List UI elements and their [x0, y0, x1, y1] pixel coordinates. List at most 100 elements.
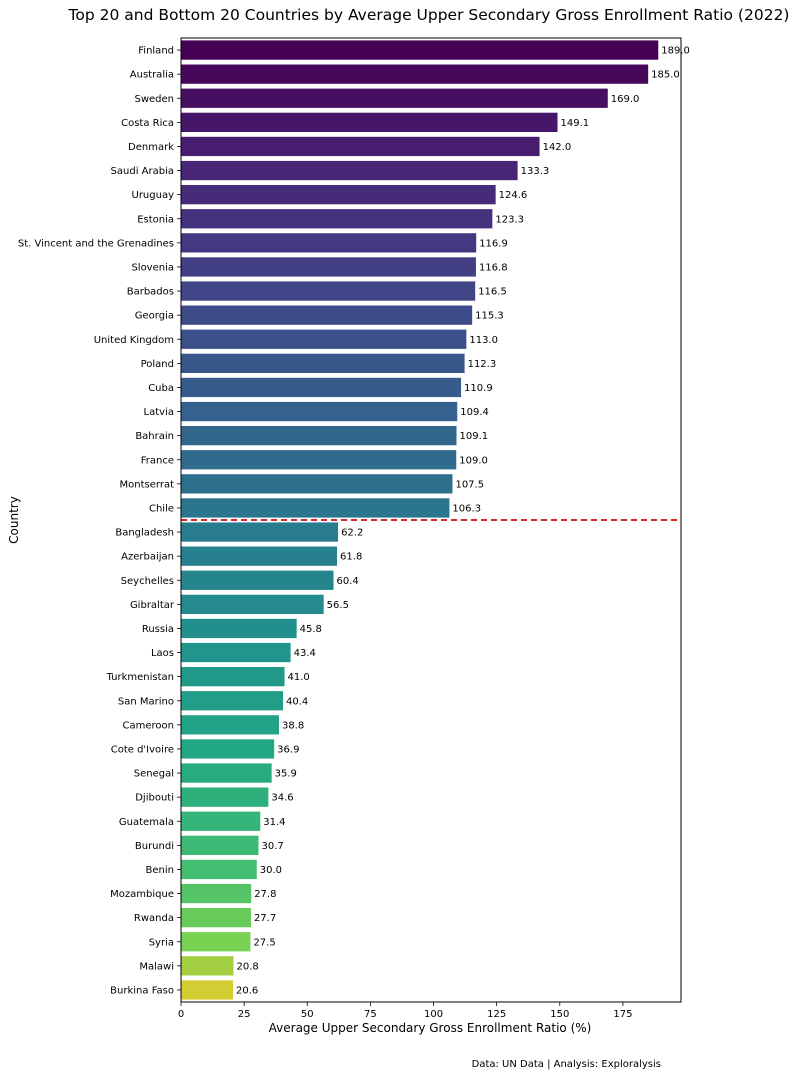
y-tick-label: Turkmenistan	[106, 672, 174, 683]
bar	[181, 305, 473, 325]
y-tick-label: Slovenia	[131, 262, 174, 273]
bar	[181, 594, 324, 614]
bar-value-label: 107.5	[455, 479, 484, 490]
y-tick-label: Russia	[142, 624, 174, 635]
x-tick-labels: 0 25 50 75 100 125 150 175	[178, 1002, 632, 1020]
bar	[181, 667, 285, 687]
bar-value-label: 123.3	[495, 214, 524, 225]
bars-layer	[181, 40, 659, 1000]
bar	[181, 932, 251, 952]
bar-value-label: 61.8	[340, 552, 362, 563]
source-annotation: Data: UN Data | Analysis: Exploralysis	[472, 1059, 661, 1070]
y-tick-label: Montserrat	[120, 479, 175, 490]
bar	[181, 859, 257, 880]
bar	[181, 570, 334, 590]
bar	[181, 112, 558, 132]
bar-value-label: 116.9	[479, 238, 508, 249]
x-tick-label: 0	[178, 1009, 184, 1020]
bar	[181, 450, 457, 470]
plot-frame	[180, 37, 682, 1003]
x-axis-label: Average Upper Secondary Gross Enrollment…	[269, 1021, 592, 1035]
y-tick-labels: Finland Australia Sweden Costa Rica Denmark S…	[18, 46, 181, 996]
bar-value-label: 41.0	[288, 672, 310, 683]
bar	[181, 691, 284, 711]
x-tick-label: 150	[550, 1009, 569, 1020]
bar	[181, 474, 453, 494]
y-tick-label: Cameroon	[123, 720, 174, 731]
bar-value-label: 36.9	[277, 744, 299, 755]
bar-value-label: 149.1	[561, 118, 590, 129]
bar	[181, 209, 493, 229]
bar-value-label: 40.4	[286, 696, 308, 707]
bar-value-label: 124.6	[499, 190, 528, 201]
bar-value-label: 189.0	[661, 46, 690, 57]
bar	[181, 811, 261, 831]
y-tick-label: Finland	[138, 46, 174, 57]
bar-value-label: 185.0	[651, 70, 680, 81]
y-tick-label: Laos	[151, 648, 174, 659]
y-tick-label: Australia	[130, 70, 174, 81]
y-tick-label: Chile	[149, 503, 174, 514]
bar-value-label: 27.8	[254, 889, 276, 900]
bar	[181, 546, 338, 566]
bar	[181, 498, 450, 518]
bar-value-label: 38.8	[282, 720, 304, 731]
bar-value-label: 35.9	[275, 769, 297, 780]
bar-value-label: 116.8	[479, 262, 508, 273]
bar	[181, 40, 659, 60]
bar-value-label: 45.8	[300, 624, 322, 635]
y-tick-label: Burundi	[135, 841, 174, 852]
y-axis-label: Country	[7, 496, 21, 544]
bar	[181, 787, 269, 807]
bar	[181, 956, 234, 976]
bar-value-label: 115.3	[475, 311, 504, 322]
y-tick-label: Burkina Faso	[110, 985, 174, 996]
bar	[181, 980, 234, 1000]
bar-value-label: 112.3	[468, 359, 497, 370]
y-tick-label: Rwanda	[134, 913, 174, 924]
y-tick-label: Estonia	[137, 214, 174, 225]
bar	[181, 883, 252, 904]
y-tick-label: Azerbaijan	[121, 552, 174, 563]
y-tick-label: Uruguay	[132, 190, 175, 201]
y-tick-label: Latvia	[144, 407, 174, 418]
y-tick-label: Gibraltar	[130, 600, 175, 611]
y-tick-label: Senegal	[134, 769, 174, 780]
y-tick-label: Cote d'Ivoire	[111, 744, 174, 755]
y-tick-label: France	[141, 455, 174, 466]
x-tick-label: 100	[424, 1009, 443, 1020]
bar-value-label: 142.0	[543, 142, 572, 153]
y-tick-label: Djibouti	[135, 793, 174, 804]
value-labels-layer: 189.0 185.0 169.0 149.1 142.0 133.3 124.6 123.3…	[236, 46, 690, 997]
bar	[181, 257, 476, 277]
bar	[181, 426, 457, 446]
y-tick-label: Cuba	[148, 383, 174, 394]
bar-value-label: 62.2	[341, 528, 363, 539]
bar-value-label: 113.0	[469, 335, 498, 346]
y-tick-label: United Kingdom	[94, 335, 174, 346]
bar	[181, 185, 496, 205]
x-tick-label: 125	[487, 1009, 506, 1020]
bar	[181, 377, 462, 398]
y-tick-label: Georgia	[135, 311, 174, 322]
y-tick-label: Syria	[149, 937, 174, 948]
bar-value-label: 30.0	[260, 865, 282, 876]
y-tick-label: Barbados	[127, 287, 174, 298]
bar	[181, 908, 251, 928]
bar	[181, 281, 476, 301]
bar-value-label: 43.4	[294, 648, 316, 659]
bar-value-label: 169.0	[611, 94, 640, 105]
bar-value-label: 31.4	[263, 817, 285, 828]
bar	[181, 522, 339, 542]
bar-value-label: 109.4	[460, 407, 489, 418]
x-tick-label: 25	[238, 1009, 251, 1020]
bar	[181, 233, 477, 253]
bar-value-label: 27.5	[253, 937, 275, 948]
y-tick-label: Denmark	[128, 142, 174, 153]
x-tick-label: 175	[613, 1009, 632, 1020]
bar	[181, 715, 279, 735]
bar	[181, 618, 297, 639]
bar	[181, 88, 608, 108]
bar-value-label: 20.8	[237, 961, 259, 972]
y-tick-label: Benin	[146, 865, 174, 876]
